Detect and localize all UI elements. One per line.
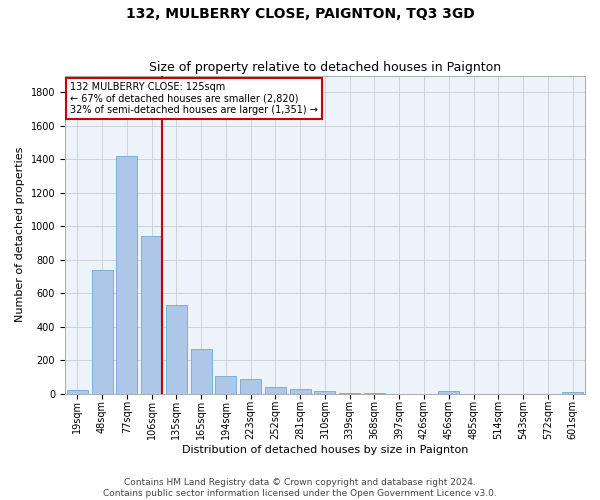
Bar — [92, 270, 113, 394]
Title: Size of property relative to detached houses in Paignton: Size of property relative to detached ho… — [149, 62, 501, 74]
Bar — [290, 389, 311, 394]
Text: Contains HM Land Registry data © Crown copyright and database right 2024.
Contai: Contains HM Land Registry data © Crown c… — [103, 478, 497, 498]
Bar — [438, 391, 460, 394]
X-axis label: Distribution of detached houses by size in Paignton: Distribution of detached houses by size … — [182, 445, 468, 455]
Bar — [166, 305, 187, 394]
Bar — [314, 391, 335, 394]
Text: 132, MULBERRY CLOSE, PAIGNTON, TQ3 3GD: 132, MULBERRY CLOSE, PAIGNTON, TQ3 3GD — [125, 8, 475, 22]
Bar — [339, 393, 360, 394]
Bar — [116, 156, 137, 394]
Bar — [265, 387, 286, 394]
Bar — [562, 392, 583, 394]
Bar — [67, 390, 88, 394]
Y-axis label: Number of detached properties: Number of detached properties — [15, 147, 25, 322]
Text: 132 MULBERRY CLOSE: 125sqm
← 67% of detached houses are smaller (2,820)
32% of s: 132 MULBERRY CLOSE: 125sqm ← 67% of deta… — [70, 82, 318, 115]
Bar — [215, 376, 236, 394]
Bar — [240, 378, 261, 394]
Bar — [191, 350, 212, 394]
Bar — [141, 236, 162, 394]
